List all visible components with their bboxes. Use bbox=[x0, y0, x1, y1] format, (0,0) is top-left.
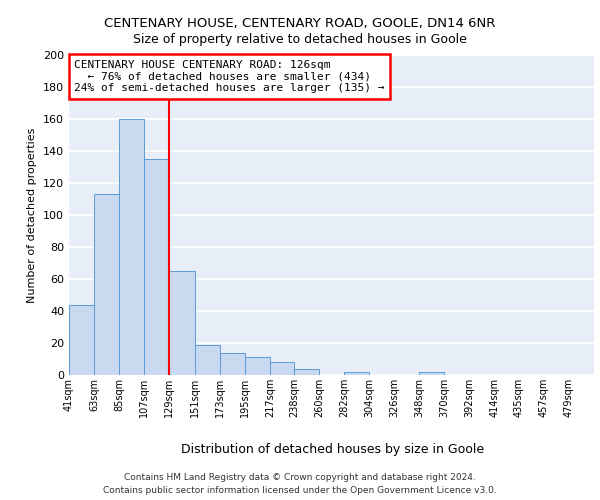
Y-axis label: Number of detached properties: Number of detached properties bbox=[28, 128, 37, 302]
Bar bbox=[145, 159, 169, 375]
Bar bbox=[119, 119, 145, 375]
Bar bbox=[294, 368, 319, 375]
Text: Size of property relative to detached houses in Goole: Size of property relative to detached ho… bbox=[133, 32, 467, 46]
Bar bbox=[169, 271, 194, 375]
Bar bbox=[344, 372, 369, 375]
Text: CENTENARY HOUSE, CENTENARY ROAD, GOOLE, DN14 6NR: CENTENARY HOUSE, CENTENARY ROAD, GOOLE, … bbox=[104, 18, 496, 30]
Bar bbox=[94, 194, 119, 375]
Text: CENTENARY HOUSE CENTENARY ROAD: 126sqm
  ← 76% of detached houses are smaller (4: CENTENARY HOUSE CENTENARY ROAD: 126sqm ←… bbox=[74, 60, 385, 93]
Text: Distribution of detached houses by size in Goole: Distribution of detached houses by size … bbox=[181, 442, 485, 456]
Text: Contains HM Land Registry data © Crown copyright and database right 2024.
Contai: Contains HM Land Registry data © Crown c… bbox=[103, 474, 497, 495]
Bar bbox=[419, 372, 445, 375]
Bar bbox=[270, 362, 294, 375]
Bar bbox=[69, 304, 94, 375]
Bar bbox=[220, 352, 245, 375]
Bar bbox=[194, 344, 220, 375]
Bar bbox=[245, 358, 270, 375]
